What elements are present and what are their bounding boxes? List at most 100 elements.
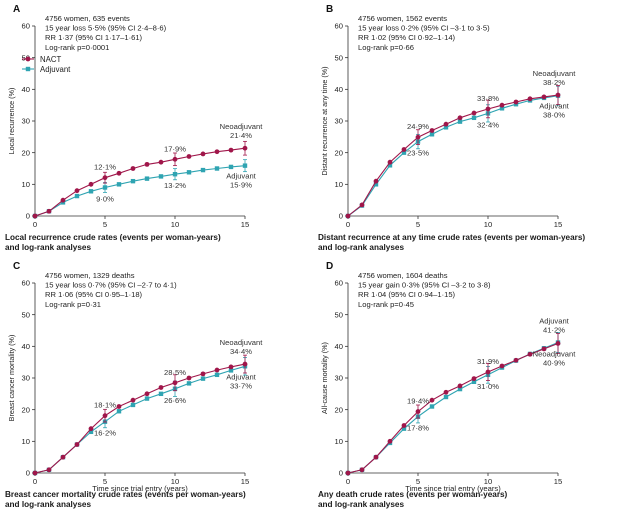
stats-line: RR 1·02 (95% CI 0·92–1·14) [358, 33, 456, 42]
x-tick-label: 5 [416, 220, 420, 229]
adjuvant-point [443, 394, 449, 400]
data-label: 15·9% [230, 181, 252, 190]
panel-caption: and log-rank analyses [318, 500, 404, 509]
data-label: 28·5% [164, 368, 186, 377]
adjuvant-point [471, 115, 477, 121]
data-label: 13·2% [164, 181, 186, 190]
nact-point [200, 371, 206, 377]
y-tick-label: 60 [335, 279, 343, 288]
x-tick-label: 0 [346, 220, 350, 229]
y-tick-label: 40 [22, 342, 30, 351]
y-tick-label: 20 [335, 405, 343, 414]
y-tick-label: 20 [22, 405, 30, 414]
nact-point [88, 426, 94, 432]
adjuvant-point [429, 132, 435, 137]
adjuvant-point [158, 174, 164, 179]
nact-point [214, 149, 220, 155]
adjuvant-point [228, 164, 234, 170]
y-tick-label: 10 [335, 180, 343, 189]
data-label: Adjuvant [539, 317, 569, 326]
nact-point [158, 159, 164, 165]
data-label: Adjuvant [226, 372, 256, 381]
series-line-adjuvant [34, 165, 246, 217]
y-tick-label: 0 [26, 469, 30, 478]
y-tick-label: 10 [22, 180, 30, 189]
nact-point [471, 110, 477, 116]
nact-point [345, 213, 351, 219]
nact-point [429, 128, 435, 133]
legend-marker-adjuvant [25, 66, 31, 72]
y-tick-label: 0 [339, 469, 343, 478]
nact-point [116, 404, 122, 409]
adjuvant-point [457, 386, 463, 392]
series-line-nact [34, 363, 246, 474]
adjuvant-point [499, 106, 505, 111]
nact-point [373, 178, 379, 184]
x-tick-label: 15 [241, 477, 249, 486]
y-tick-label: 40 [335, 85, 343, 94]
y-axis-label: Distant recurrence at any time (%) [320, 66, 329, 175]
data-label: 26·6% [164, 396, 186, 405]
x-tick-label: 10 [484, 477, 492, 486]
x-tick-label: 0 [346, 477, 350, 486]
adjuvant-point [116, 182, 122, 187]
panel-caption: Distant recurrence at any time crude rat… [318, 233, 585, 242]
data-label: Neoadjuvant [220, 122, 264, 131]
data-label: 12·1% [94, 163, 116, 172]
nact-point [359, 467, 365, 473]
adjuvant-point [144, 396, 150, 401]
series-line-adjuvant [347, 95, 559, 217]
nact-point [387, 159, 393, 165]
nact-point [415, 409, 421, 414]
y-tick-label: 50 [22, 53, 30, 62]
nact-point [158, 385, 164, 390]
nact-point [228, 147, 234, 153]
stats-line: 4756 women, 1562 events [358, 14, 447, 23]
adjuvant-point [401, 426, 407, 431]
adjuvant-point [429, 404, 435, 409]
panel-caption: and log-rank analyses [5, 500, 91, 509]
nact-point [443, 389, 449, 395]
data-label: 38·0% [543, 111, 565, 120]
y-tick-label: 60 [22, 22, 30, 31]
nact-point [387, 438, 393, 444]
x-axis-label: Time since trial entry (years) [405, 484, 501, 493]
nact-point [527, 351, 533, 357]
nact-point [60, 454, 66, 460]
data-label: 33·7% [230, 381, 252, 390]
nact-point [186, 154, 192, 159]
legend-label-nact: NACT [40, 55, 61, 64]
panel-caption: and log-rank analyses [5, 243, 91, 252]
adjuvant-point [144, 176, 150, 181]
nact-point [513, 357, 519, 363]
y-tick-label: 50 [22, 310, 30, 319]
nact-point [443, 121, 449, 127]
panel-letter: B [326, 4, 333, 15]
panel-caption: Any death crude rates (events per woman-… [318, 490, 508, 499]
nact-point [485, 106, 491, 112]
stats-line: 15 year gain 0·3% (95% CI –3·2 to 3·8) [358, 281, 491, 290]
stats-line: 4756 women, 635 events [45, 14, 130, 23]
data-label: 16·2% [94, 429, 116, 438]
data-label: 31·0% [477, 382, 499, 391]
stats-line: 4756 women, 1604 deaths [358, 271, 448, 280]
series-line-nact [34, 147, 246, 217]
adjuvant-point [172, 172, 178, 177]
data-label: Neoadjuvant [220, 338, 264, 347]
nact-point [130, 397, 136, 403]
adjuvant-point [186, 170, 192, 175]
y-tick-label: 30 [22, 374, 30, 383]
y-tick-label: 40 [22, 85, 30, 94]
nact-point [214, 367, 220, 373]
x-tick-label: 10 [171, 220, 179, 229]
panel-caption: Local recurrence crude rates (events per… [5, 233, 221, 242]
stats-line: Log-rank p=0·31 [45, 300, 101, 309]
panel-caption: Breast cancer mortality crude rates (eve… [5, 490, 246, 499]
legend-label-adjuvant: Adjuvant [40, 65, 71, 74]
series-line-adjuvant [34, 365, 246, 474]
data-label: 40·9% [543, 358, 565, 367]
y-tick-label: 0 [339, 212, 343, 221]
nact-point [401, 147, 407, 152]
